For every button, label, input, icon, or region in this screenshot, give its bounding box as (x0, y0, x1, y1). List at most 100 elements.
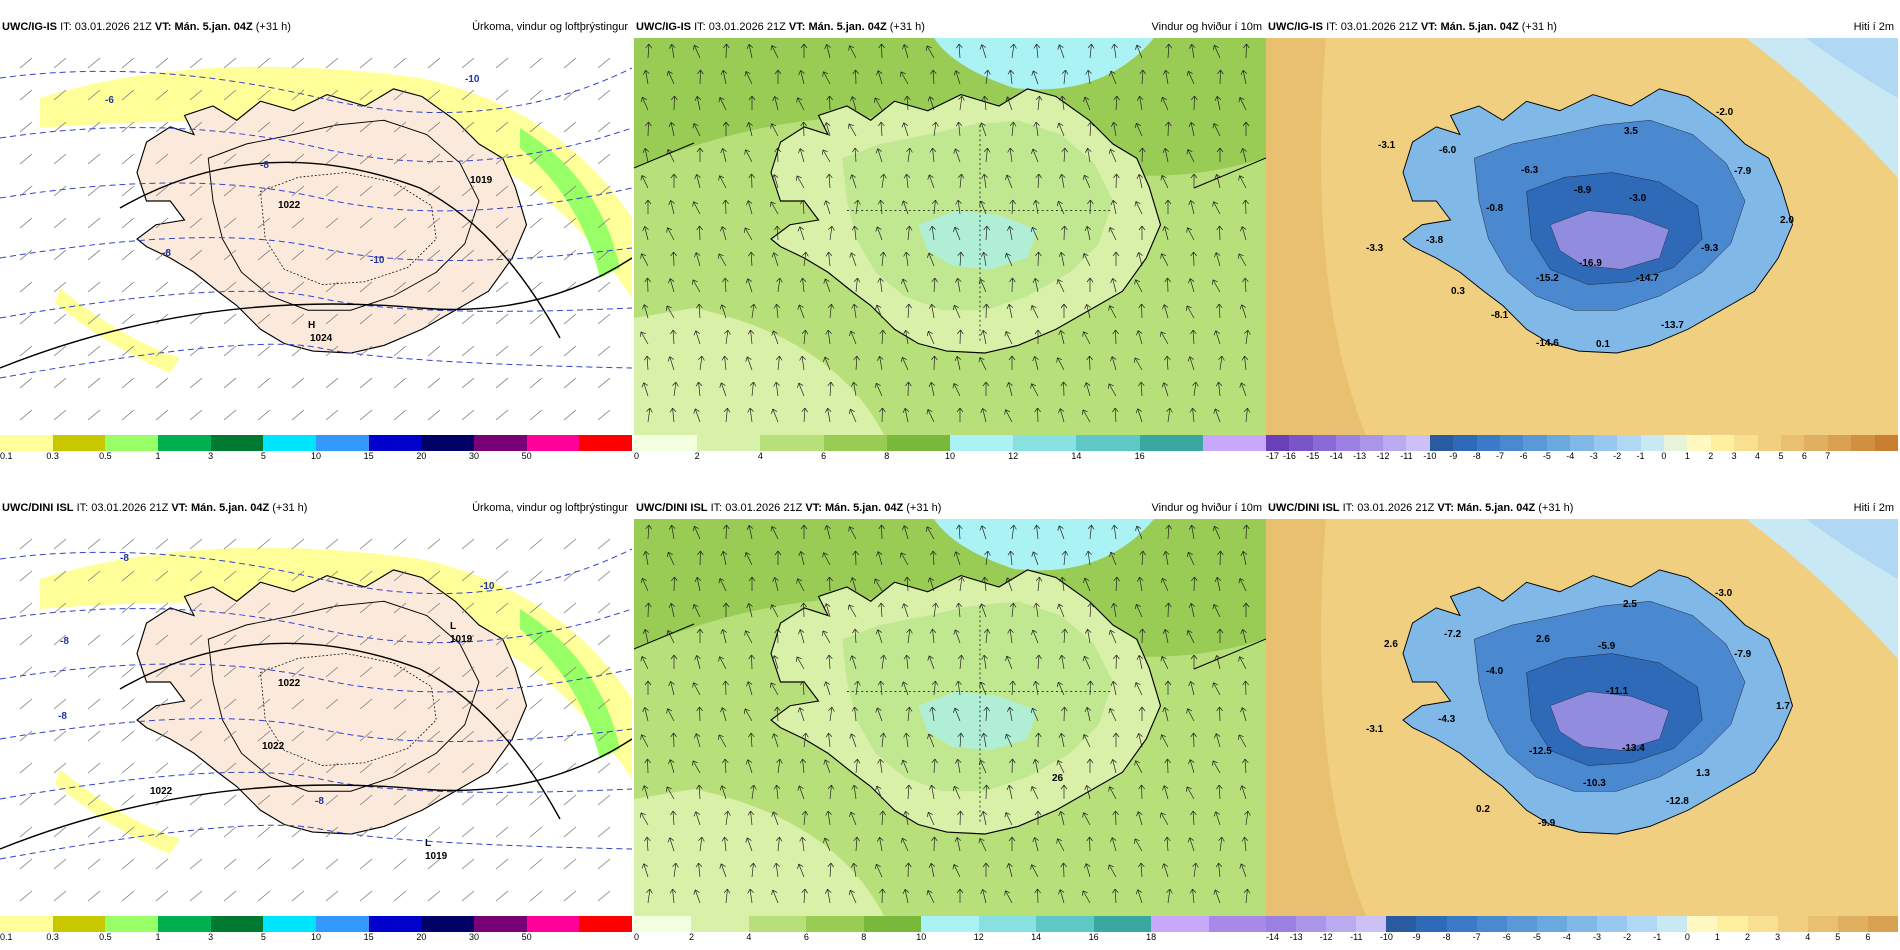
panel-header: UWC/IG-IS IT: 03.01.2026 21Z VT: Mán. 5.… (0, 18, 632, 36)
colorbar-tick-label: -10 (1379, 932, 1393, 942)
colorbar-tick-label: 4 (1755, 451, 1761, 461)
colorbar-swatch (1139, 435, 1204, 451)
colorbar-tick-label: 0.1 (0, 451, 13, 461)
model-source: UWC/DINI ISL (1268, 502, 1340, 514)
map-value-label: 0.1 (1596, 339, 1610, 350)
colorbar-swatch (1597, 916, 1628, 932)
colorbar-swatch (1076, 435, 1141, 451)
map-value-label: 2.6 (1384, 639, 1398, 650)
colorbar-swatch (1837, 916, 1869, 932)
map-value-label: -6.3 (1521, 165, 1539, 176)
colorbar-tick-label: -1 (1653, 932, 1662, 942)
colorbar-swatch (1013, 435, 1077, 451)
colorbar-tick-label: 3 (1731, 451, 1737, 461)
colorbar-tick-label: 0 (1661, 451, 1667, 461)
panel-title: Hiti í 2m (1853, 21, 1894, 33)
map-value-label: 1019 (450, 634, 473, 645)
map-value-label: -9.3 (1701, 243, 1719, 254)
map-value-label: 1022 (262, 741, 285, 752)
colorbar-swatch (1536, 916, 1568, 932)
colorbar-swatch (1593, 435, 1618, 451)
colorbar-tick-label: 50 (521, 932, 532, 942)
map-value-label: -13.7 (1661, 320, 1684, 331)
colorbar-tick-label: -14 (1329, 451, 1343, 461)
colorbar-swatch (1570, 435, 1595, 451)
colorbar-tick-label: 6 (1801, 451, 1807, 461)
map-value-label: 1019 (470, 175, 493, 186)
colorbar-swatch (1734, 435, 1759, 451)
colorbar-swatch (1663, 435, 1688, 451)
colorbar-tick-label: -9 (1412, 932, 1421, 942)
colorbar-tick-label: 6 (803, 932, 809, 942)
map-value-label: H (308, 320, 315, 331)
map-value-label: -10 (370, 255, 385, 266)
colorbar-tick-label: 1 (155, 932, 161, 942)
colorbar-swatch (1289, 435, 1314, 451)
colorbar-tick-label: -8 (1442, 932, 1451, 942)
colorbar-swatch (1429, 435, 1454, 451)
colorbar-precip: 0.1 0.3 0.5 1 3 5 10 15 20 30 50 (0, 916, 633, 942)
panel-dini-precip: UWC/DINI ISL IT: 03.01.2026 21Z VT: Mán.… (0, 499, 633, 942)
colorbar-swatch (1476, 435, 1501, 451)
colorbar-tick-label: 6 (1865, 932, 1871, 942)
colorbar-swatch (1266, 435, 1290, 451)
map-precip: L 1019 -10 1022 1022 1022 L 1019 -8 -8 -8 -8 (0, 519, 632, 916)
init-time: 03.01.2026 21Z (74, 21, 152, 33)
colorbar-swatch (950, 435, 1014, 451)
model-source: UWC/IG-IS (2, 21, 57, 33)
colorbar-tick-label: 5 (260, 451, 266, 461)
colorbar-swatch (263, 916, 317, 932)
colorbar-tick-label: -3 (1589, 451, 1598, 461)
panel-dini-wind: UWC/DINI ISL IT: 03.01.2026 21Z VT: Mán.… (634, 499, 1267, 942)
colorbar-swatch (634, 916, 692, 932)
colorbar-swatch (978, 916, 1037, 932)
it-label: IT: (694, 21, 706, 33)
panel-dini-temp: UWC/DINI ISL IT: 03.01.2026 21Z VT: Mán.… (1266, 499, 1899, 942)
colorbar-tick-label: -8 (1472, 451, 1481, 461)
map-value-label: -6.0 (1439, 145, 1457, 156)
colorbar-swatch (316, 435, 370, 451)
colorbar-tick-label: 7 (1825, 451, 1831, 461)
colorbar-swatch (1851, 435, 1876, 451)
colorbar-tick-label: 6 (821, 451, 827, 461)
model-source: UWC/DINI ISL (2, 502, 74, 514)
it-label: IT: (76, 502, 89, 514)
colorbar-swatch (474, 435, 528, 451)
map-value-label: -16.9 (1579, 258, 1602, 269)
valid-time: Mán. 5.jan. 04Z (1456, 502, 1536, 514)
map-value-label: 2.0 (1780, 215, 1794, 226)
map-canvas: -3.1 -6.0 3.5 -2.0 -6.3 -8.9 -3.0 -7.9 -0.8 2.0 -3… (1266, 38, 1898, 435)
colorbar-tick-label: 0.3 (46, 932, 59, 942)
colorbar-tick-label: -13 (1353, 451, 1367, 461)
panel-title: Vindur og hviður í 10m (1151, 21, 1262, 33)
colorbar-tick-label: -2 (1613, 451, 1622, 461)
colorbar-swatch (1777, 916, 1809, 932)
colorbar-swatch (1506, 916, 1538, 932)
colorbar-swatch (316, 916, 370, 932)
panel-header: UWC/DINI ISL IT: 03.01.2026 21Z VT: Mán.… (0, 499, 632, 517)
colorbar-swatch (1356, 916, 1387, 932)
model-source: UWC/IG-IS (636, 21, 691, 33)
colorbar-swatch (579, 916, 633, 932)
colorbar-tick-label: -1 (1636, 451, 1645, 461)
colorbar-swatch (760, 435, 825, 451)
colorbar-swatch (1747, 916, 1779, 932)
colorbar-swatch (921, 916, 980, 932)
panel-igis-precip: UWC/IG-IS IT: 03.01.2026 21Z VT: Mán. 5.… (0, 18, 633, 461)
colorbar-swatch (1687, 916, 1718, 932)
map-value-label: -14.7 (1636, 273, 1659, 284)
colorbar-swatch (1757, 435, 1782, 451)
colorbar-tick-label: 14 (1031, 932, 1042, 942)
colorbar-swatch (1500, 435, 1524, 451)
colorbar-swatch (210, 916, 264, 932)
lead-time: (+31 h) (272, 502, 308, 514)
colorbar-swatch (526, 916, 580, 932)
map-value-label: -2.0 (1716, 107, 1734, 118)
colorbar-tick-label: -4 (1562, 932, 1571, 942)
colorbar-swatch (1523, 435, 1548, 451)
map-value-label: -12.5 (1529, 746, 1552, 757)
map-value-label: 26 (1052, 773, 1064, 784)
map-wind (634, 38, 1266, 435)
colorbar-tick-label: -5 (1532, 932, 1541, 942)
colorbar-tick-label: -12 (1319, 932, 1333, 942)
